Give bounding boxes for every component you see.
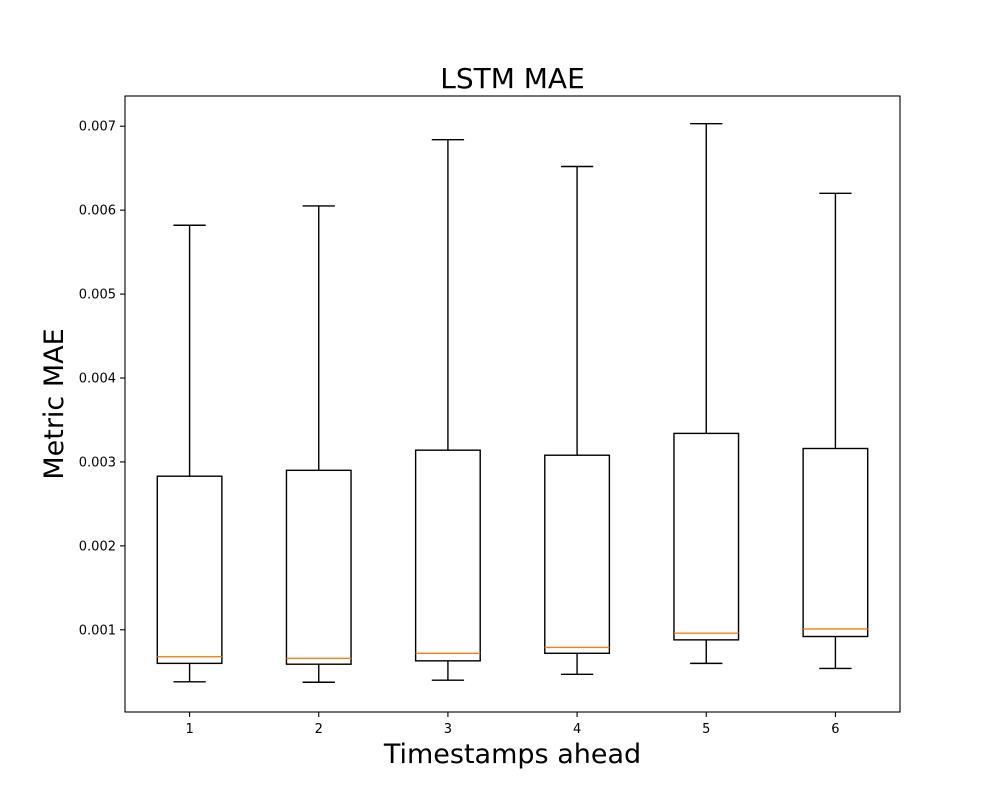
plot-area: 1 2 3 4 5 6 0.001 0.002 0.003 0.004 0.005 0.006 0.00… bbox=[79, 95, 901, 737]
y-tick-label-0.005: 0.005 bbox=[79, 288, 116, 303]
y-tick-label-0.007: 0.007 bbox=[79, 120, 116, 135]
y-tick-label-0.006: 0.006 bbox=[79, 204, 116, 219]
x-tick-label-6: 6 bbox=[831, 722, 839, 737]
y-tick-label-0.003: 0.003 bbox=[79, 455, 116, 470]
box-4 bbox=[544, 454, 611, 654]
x-tick-label-4: 4 bbox=[573, 722, 581, 737]
axes-frame bbox=[124, 95, 901, 713]
x-tick-label-1: 1 bbox=[185, 722, 193, 737]
box-1 bbox=[156, 475, 223, 665]
chart-title: LSTM MAE bbox=[440, 62, 585, 95]
y-tick-label-0.001: 0.001 bbox=[79, 623, 116, 638]
box-5 bbox=[673, 432, 740, 641]
x-tick-label-3: 3 bbox=[444, 722, 452, 737]
box-6 bbox=[802, 447, 869, 638]
box-2 bbox=[285, 469, 352, 665]
x-axis-label: Timestamps ahead bbox=[383, 739, 641, 770]
y-axis-label: Metric MAE bbox=[39, 328, 70, 479]
box-3 bbox=[414, 449, 481, 662]
x-tick-label-5: 5 bbox=[702, 722, 710, 737]
y-tick-label-0.004: 0.004 bbox=[79, 372, 116, 387]
x-tick-label-2: 2 bbox=[315, 722, 323, 737]
y-tick-label-0.002: 0.002 bbox=[79, 539, 116, 554]
